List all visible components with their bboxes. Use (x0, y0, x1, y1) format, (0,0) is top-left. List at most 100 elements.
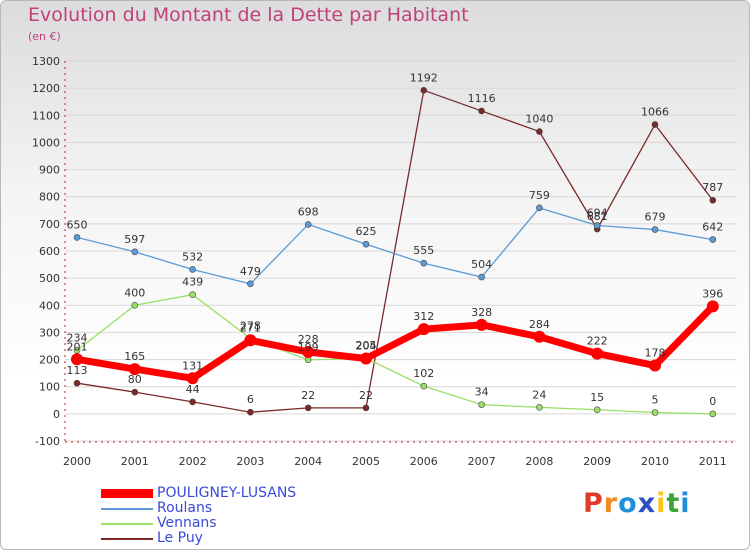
data-label: 479 (240, 265, 261, 278)
legend-label-roulans: Roulans (157, 500, 213, 516)
series-line (76, 207, 714, 285)
data-label: 5 (652, 394, 659, 407)
data-point (186, 372, 199, 385)
y-tick-label: 200 (39, 354, 60, 367)
series-line (76, 89, 714, 413)
data-label: 1116 (468, 92, 496, 105)
data-label: 178 (645, 347, 666, 360)
data-point (478, 107, 485, 115)
data-label: 34 (475, 386, 489, 399)
data-label: 1066 (641, 106, 669, 119)
data-point (73, 234, 81, 241)
y-tick-label: 0 (53, 408, 60, 421)
brand-letter: i (656, 488, 667, 519)
data-point (709, 236, 717, 243)
data-point (651, 409, 659, 416)
data-point (304, 404, 312, 412)
data-label: 0 (709, 395, 716, 408)
data-point (420, 259, 428, 267)
y-tick-label: 900 (39, 164, 60, 177)
brand-letter: P (583, 488, 604, 519)
data-label: 681 (587, 210, 608, 223)
y-tick-label: 1100 (32, 109, 60, 122)
data-point (651, 226, 659, 233)
data-point (189, 266, 196, 273)
data-point (302, 345, 315, 358)
data-point (651, 121, 659, 128)
y-tick-label: 1300 (32, 55, 60, 68)
data-label: 698 (298, 205, 319, 218)
data-label: 131 (182, 359, 203, 372)
data-point (478, 401, 485, 408)
data-point (131, 388, 139, 396)
chart-unit: (en €) (28, 30, 61, 43)
data-point (304, 221, 312, 228)
data-point (244, 334, 257, 347)
data-point (420, 87, 428, 94)
data-label: 165 (124, 350, 145, 363)
series-line (73, 302, 717, 382)
data-point (362, 404, 370, 412)
data-label: 102 (413, 367, 434, 380)
data-point (706, 300, 719, 313)
x-tick-label: 2005 (352, 455, 380, 468)
data-label: 204 (356, 339, 377, 352)
series-line (76, 294, 714, 415)
data-label: 284 (529, 318, 550, 331)
data-point (591, 347, 604, 360)
data-label: 6 (247, 393, 254, 406)
legend-label-le-puy: Le Puy (157, 530, 203, 546)
data-point (417, 323, 430, 336)
data-label: 201 (67, 340, 88, 353)
x-tick-label: 2011 (699, 455, 727, 468)
data-point (533, 330, 546, 343)
data-label: 787 (702, 181, 723, 194)
x-tick-label: 2002 (179, 455, 207, 468)
x-tick-label: 2007 (468, 455, 496, 468)
data-point (73, 379, 81, 387)
data-label: 80 (128, 373, 142, 386)
brand-letter: i (680, 488, 691, 519)
y-tick-label: 1200 (32, 82, 60, 95)
data-label: 222 (587, 335, 608, 348)
data-point (131, 301, 139, 309)
x-tick-label: 2004 (294, 455, 322, 468)
data-label: 113 (67, 364, 88, 377)
data-label: 199 (298, 341, 319, 354)
legend-label-pouligney-lusans: POULIGNEY-LUSANS (157, 485, 297, 501)
data-point (189, 398, 196, 406)
data-label: 1192 (410, 71, 438, 84)
data-label: 271 (240, 321, 261, 334)
data-point (475, 318, 488, 331)
data-point (420, 382, 428, 390)
data-point (360, 352, 372, 365)
y-tick-label: 800 (39, 191, 60, 204)
brand-letter: r (603, 488, 619, 519)
x-tick-label: 2009 (583, 455, 611, 468)
data-point (709, 410, 717, 418)
data-label: 642 (702, 221, 723, 234)
data-label: 312 (413, 310, 434, 323)
legend-swatch-roulans (101, 508, 153, 510)
data-label: 694 (587, 206, 608, 219)
y-tick-label: 300 (39, 326, 60, 339)
data-label: 228 (298, 333, 319, 346)
data-point (536, 204, 543, 212)
data-label: 1040 (525, 113, 553, 126)
data-label: 597 (124, 233, 145, 246)
data-point (189, 291, 196, 299)
x-tick-label: 2010 (641, 455, 669, 468)
x-tick-label: 2000 (63, 455, 91, 468)
data-label: 625 (356, 225, 377, 238)
data-label: 24 (532, 388, 546, 401)
y-tick-label: 700 (39, 218, 60, 231)
data-label: 532 (182, 250, 203, 263)
data-label: 759 (529, 189, 550, 202)
brand-logo: Proxiti (583, 488, 691, 519)
legend-label-vennans: Vennans (157, 515, 217, 531)
data-label: 328 (471, 306, 492, 319)
data-label: 22 (301, 389, 315, 402)
chart-title: Evolution du Montant de la Dette par Hab… (28, 4, 469, 26)
brand-letter: t (666, 488, 681, 519)
